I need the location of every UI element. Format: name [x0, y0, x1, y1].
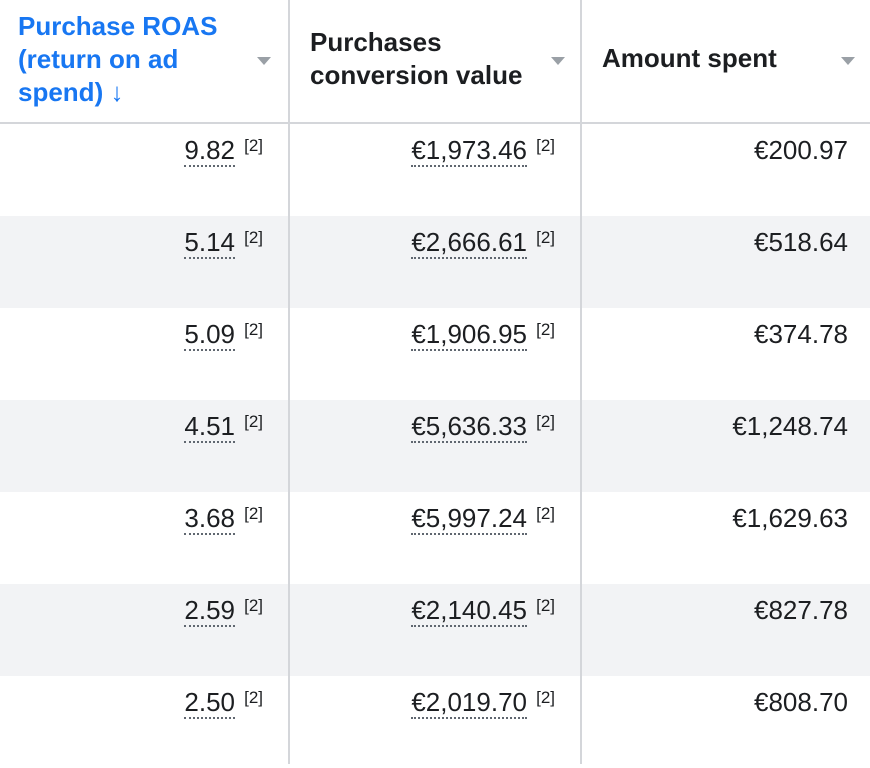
caret-down-icon[interactable] [551, 57, 565, 65]
roas-cell: 9.82 [2] [0, 136, 288, 176]
table-header: Purchase ROAS (return on ad spend) ↓ Pur… [0, 0, 870, 124]
footnote-marker[interactable]: [2] [536, 136, 555, 155]
caret-down-icon[interactable] [257, 57, 271, 65]
footnote-marker[interactable]: [2] [244, 320, 263, 339]
column-header-purchase-roas[interactable]: Purchase ROAS (return on ad spend) ↓ [0, 0, 288, 122]
footnote-marker[interactable]: [2] [244, 228, 263, 247]
column-header-label[interactable]: Amount spent [602, 43, 777, 73]
conversion-value-cell: €2,666.61 [2] [290, 228, 580, 268]
conversion-value-cell: €2,019.70 [2] [290, 688, 580, 728]
footnote-marker[interactable]: [2] [536, 320, 555, 339]
column-header-label[interactable]: Purchases conversion value [310, 27, 523, 90]
roas-cell: 3.68 [2] [0, 504, 288, 544]
roas-cell: 5.09 [2] [0, 320, 288, 360]
amount-spent-cell: €827.78 [582, 596, 870, 636]
column-header-purchases-conversion-value[interactable]: Purchases conversion value [290, 0, 580, 122]
caret-down-icon[interactable] [841, 57, 855, 65]
amount-spent-cell: €1,629.63 [582, 504, 870, 544]
roas-cell: 2.59 [2] [0, 596, 288, 636]
column-header-amount-spent[interactable]: Amount spent [582, 0, 870, 122]
roas-value[interactable]: 3.68 [184, 503, 235, 535]
table-body: 9.82 [2] €1,973.46 [2] €200.97 5.14 [2] €2,… [0, 124, 870, 768]
conversion-value-cell: €5,997.24 [2] [290, 504, 580, 544]
amount-spent-value: €827.78 [754, 595, 848, 625]
table-row: 5.14 [2] €2,666.61 [2] €518.64 [0, 216, 870, 308]
amount-spent-value: €1,629.63 [732, 503, 848, 533]
table-row: 2.50 [2] €2,019.70 [2] €808.70 [0, 676, 870, 768]
footnote-marker[interactable]: [2] [536, 228, 555, 247]
roas-value[interactable]: 2.50 [184, 687, 235, 719]
roas-cell: 5.14 [2] [0, 228, 288, 268]
column-header-label[interactable]: Purchase ROAS (return on ad spend) ↓ [18, 11, 218, 107]
conversion-value-cell: €2,140.45 [2] [290, 596, 580, 636]
footnote-marker[interactable]: [2] [244, 136, 263, 155]
roas-cell: 4.51 [2] [0, 412, 288, 452]
roas-value[interactable]: 5.14 [184, 227, 235, 259]
conversion-value[interactable]: €1,906.95 [411, 319, 527, 351]
table-row: 4.51 [2] €5,636.33 [2] €1,248.74 [0, 400, 870, 492]
table-row: 5.09 [2] €1,906.95 [2] €374.78 [0, 308, 870, 400]
footnote-marker[interactable]: [2] [244, 596, 263, 615]
footnote-marker[interactable]: [2] [536, 504, 555, 523]
amount-spent-value: €808.70 [754, 687, 848, 717]
amount-spent-cell: €1,248.74 [582, 412, 870, 452]
table-row: 3.68 [2] €5,997.24 [2] €1,629.63 [0, 492, 870, 584]
conversion-value[interactable]: €5,636.33 [411, 411, 527, 443]
amount-spent-value: €518.64 [754, 227, 848, 257]
conversion-value[interactable]: €2,140.45 [411, 595, 527, 627]
amount-spent-value: €1,248.74 [732, 411, 848, 441]
roas-value[interactable]: 2.59 [184, 595, 235, 627]
conversion-value-cell: €1,973.46 [2] [290, 136, 580, 176]
footnote-marker[interactable]: [2] [536, 688, 555, 707]
footnote-marker[interactable]: [2] [244, 688, 263, 707]
footnote-marker[interactable]: [2] [244, 504, 263, 523]
amount-spent-cell: €374.78 [582, 320, 870, 360]
conversion-value-cell: €5,636.33 [2] [290, 412, 580, 452]
conversion-value[interactable]: €5,997.24 [411, 503, 527, 535]
roas-value[interactable]: 5.09 [184, 319, 235, 351]
conversion-value[interactable]: €2,666.61 [411, 227, 527, 259]
table-row: 9.82 [2] €1,973.46 [2] €200.97 [0, 124, 870, 216]
column-divider[interactable] [580, 0, 582, 764]
conversion-value[interactable]: €1,973.46 [411, 135, 527, 167]
conversion-value-cell: €1,906.95 [2] [290, 320, 580, 360]
amount-spent-cell: €808.70 [582, 688, 870, 728]
amount-spent-value: €200.97 [754, 135, 848, 165]
footnote-marker[interactable]: [2] [536, 412, 555, 431]
amount-spent-cell: €200.97 [582, 136, 870, 176]
column-divider[interactable] [288, 0, 290, 764]
roas-value[interactable]: 4.51 [184, 411, 235, 443]
footnote-marker[interactable]: [2] [536, 596, 555, 615]
footnote-marker[interactable]: [2] [244, 412, 263, 431]
table-row: 2.59 [2] €2,140.45 [2] €827.78 [0, 584, 870, 676]
amount-spent-cell: €518.64 [582, 228, 870, 268]
roas-cell: 2.50 [2] [0, 688, 288, 728]
amount-spent-value: €374.78 [754, 319, 848, 349]
roas-value[interactable]: 9.82 [184, 135, 235, 167]
conversion-value[interactable]: €2,019.70 [411, 687, 527, 719]
